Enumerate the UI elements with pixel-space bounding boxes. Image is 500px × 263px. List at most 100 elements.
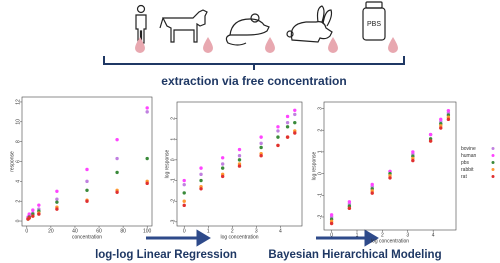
data-point — [55, 207, 59, 211]
x-tick-label: 80 — [120, 228, 126, 234]
data-point — [145, 181, 149, 186]
legend-label: human — [461, 153, 477, 159]
data-point — [329, 213, 334, 217]
data-point — [199, 178, 203, 183]
data-point — [259, 145, 263, 150]
x-tick-label: 3 — [255, 228, 258, 234]
data-point — [85, 179, 89, 184]
data-point — [285, 120, 290, 125]
data-point — [27, 216, 31, 220]
data-point — [182, 182, 186, 187]
data-point — [85, 188, 89, 192]
data-point — [347, 206, 352, 211]
x-tick-label: 20 — [48, 228, 54, 234]
y-tick-label: -3 — [170, 219, 176, 224]
data-point — [182, 199, 186, 203]
data-point — [428, 139, 433, 143]
plot-frame — [21, 96, 153, 227]
x-tick-label: 2 — [231, 228, 234, 234]
data-point — [259, 141, 263, 146]
y-tick-label: 3 — [317, 107, 323, 110]
y-tick-label: 4 — [15, 180, 21, 183]
legend-swatch — [491, 175, 495, 178]
drop — [135, 37, 145, 53]
legend-label: rabbit — [461, 167, 474, 173]
data-point — [55, 197, 59, 201]
y-tick-label: 8 — [15, 140, 21, 143]
data-point — [411, 158, 415, 163]
data-point — [220, 156, 225, 160]
data-point — [31, 214, 35, 218]
data-point — [237, 158, 242, 162]
x-tick-label: 0 — [330, 232, 333, 238]
data-point — [347, 200, 352, 204]
data-point — [37, 212, 41, 216]
x-axis-label: log concentration — [371, 238, 409, 244]
data-point — [237, 154, 242, 158]
data-point — [37, 203, 41, 207]
legend-swatch — [491, 147, 495, 150]
y-tick-label: 2 — [170, 117, 176, 120]
y-tick-label: 6 — [15, 160, 21, 163]
extraction-label: extraction via free concentration — [161, 74, 346, 88]
data-point — [293, 120, 297, 125]
data-point — [145, 156, 149, 161]
data-point — [293, 131, 297, 135]
legend-label: pbs — [461, 160, 470, 166]
y-tick-label: 0 — [15, 219, 21, 222]
x-axis-label: log concentration — [220, 234, 258, 240]
y-axis-label: response — [9, 151, 15, 172]
data-point — [55, 189, 59, 193]
plot-frame — [176, 101, 303, 227]
data-point — [199, 166, 203, 170]
data-point — [182, 178, 186, 183]
blood-drops — [135, 37, 398, 53]
rabbit-icon — [286, 5, 333, 43]
data-point — [439, 117, 443, 122]
arrow — [146, 229, 211, 247]
x-tick-label: 4 — [279, 228, 282, 234]
data-point — [55, 200, 59, 204]
x-tick-label: 40 — [72, 228, 78, 234]
data-point — [237, 147, 242, 152]
data-point — [285, 125, 290, 129]
data-point — [115, 170, 119, 175]
data-point — [115, 156, 119, 161]
data-point — [428, 132, 433, 137]
x-tick-label: 1 — [356, 232, 359, 238]
data-point — [370, 182, 374, 187]
human-icon — [135, 4, 147, 44]
y-tick-label: -1 — [317, 193, 323, 198]
data-point — [446, 108, 451, 113]
y-tick-label: 12 — [15, 99, 21, 105]
cow-icon — [159, 9, 208, 43]
drop — [265, 37, 275, 53]
data-point — [199, 187, 203, 191]
data-point — [220, 162, 225, 166]
data-point — [446, 117, 451, 122]
data-point — [276, 135, 280, 139]
y-tick-label: -2 — [317, 215, 323, 220]
y-tick-label: -1 — [170, 178, 176, 183]
x-tick-label: 4 — [432, 232, 435, 238]
plot-frame — [323, 101, 457, 231]
y-tick-label: 1 — [170, 138, 176, 141]
y-axis-label: log response — [311, 151, 317, 180]
y-axis-label: log response — [164, 149, 170, 178]
data-point — [220, 166, 225, 170]
legend-label: bovine — [461, 146, 476, 152]
data-point — [439, 126, 443, 130]
data-point — [370, 191, 374, 195]
data-point — [276, 129, 280, 133]
x-tick-label: 0 — [183, 228, 186, 234]
data-point — [276, 143, 280, 148]
data-point — [293, 108, 297, 112]
data-point — [285, 114, 290, 119]
legend-swatch — [491, 154, 495, 157]
x-tick-label: 3 — [406, 232, 409, 238]
data-point — [115, 137, 119, 142]
data-point — [259, 154, 263, 158]
data-point — [411, 150, 415, 154]
